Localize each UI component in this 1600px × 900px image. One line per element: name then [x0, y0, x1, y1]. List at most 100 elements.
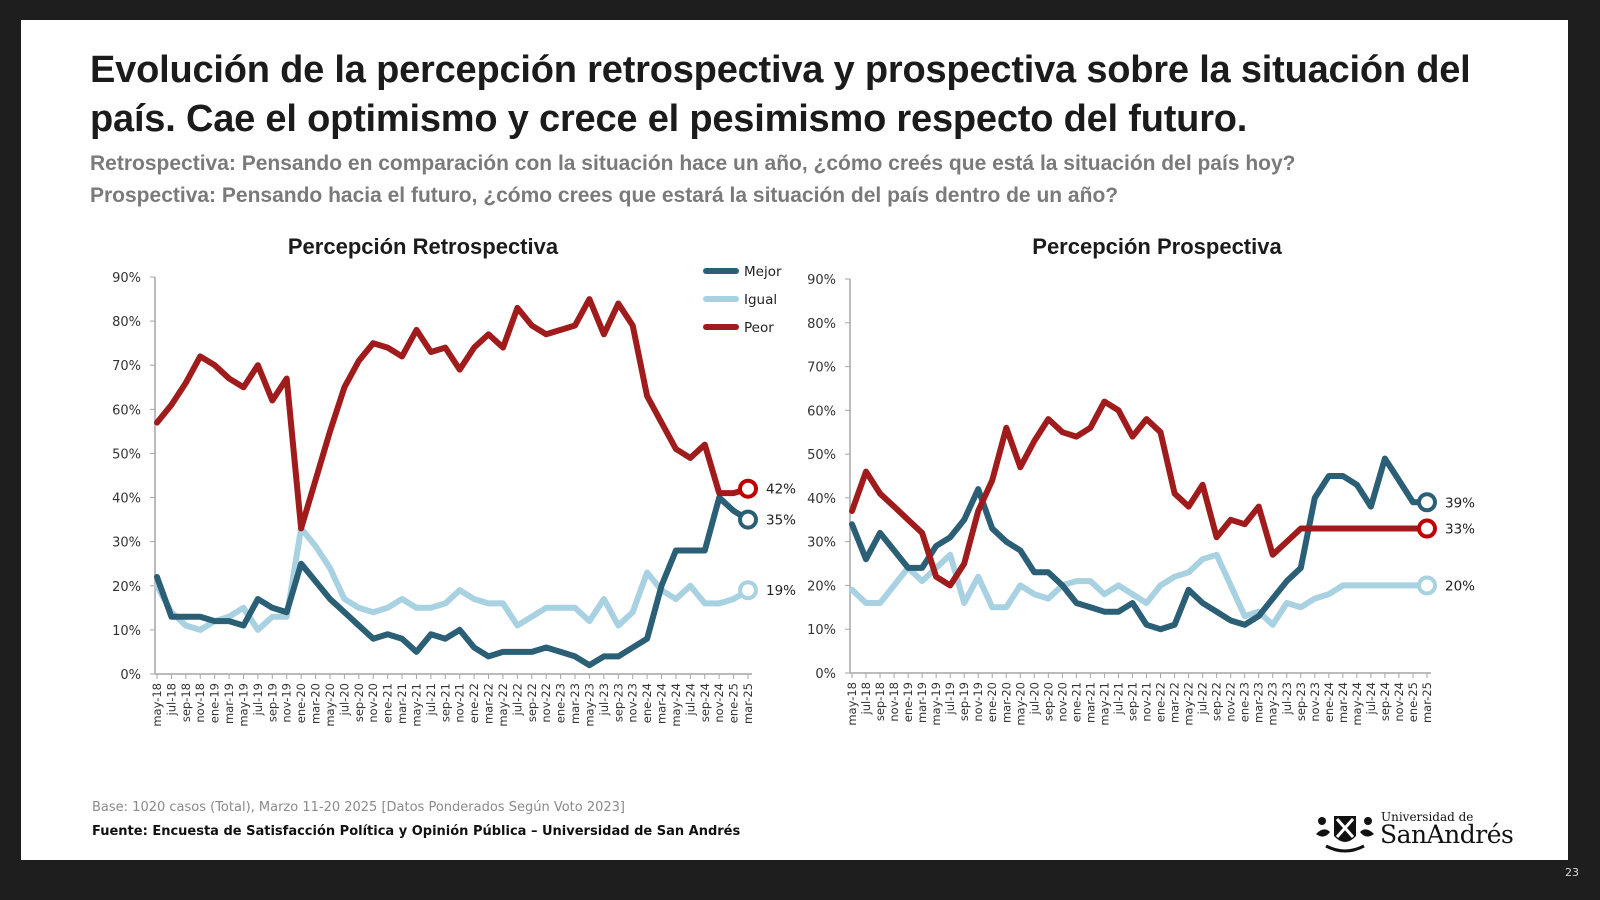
x-tick-label: ene-23 [554, 683, 568, 723]
y-tick-label: 30% [112, 536, 141, 551]
x-tick-label: nov-23 [626, 683, 640, 723]
y-tick-label: 50% [807, 448, 836, 463]
x-tick-label: ene-23 [1238, 682, 1252, 722]
x-tick-label: may-24 [1350, 682, 1364, 726]
logo-text-small: Universidad de [1381, 810, 1474, 824]
logo-text-big: SanAndrés [1380, 820, 1514, 849]
x-tick-label: mar-23 [1252, 682, 1266, 723]
x-tick-label: sep-21 [438, 683, 452, 722]
x-tick-label: nov-19 [280, 683, 294, 723]
x-tick-label: jul-23 [1280, 682, 1294, 715]
end-marker-igual [738, 580, 758, 601]
x-tick-label: nov-18 [887, 682, 901, 722]
x-tick-label: mar-24 [655, 683, 669, 724]
x-tick-label: mar-21 [1083, 682, 1097, 723]
y-tick-label: 60% [112, 403, 141, 418]
x-tick-label: mar-19 [915, 682, 929, 723]
end-label-peor: 33% [1445, 522, 1475, 538]
y-tick-label: 30% [807, 536, 836, 551]
x-tick-label: ene-24 [1322, 682, 1336, 722]
y-tick-label: 40% [807, 492, 836, 507]
charts-canvas: 0%10%20%30%40%50%60%70%80%90%may-18 jul-1… [112, 264, 1475, 727]
y-tick-label: 10% [807, 623, 836, 638]
x-tick-label: sep-18 [873, 682, 887, 721]
x-tick-label: may-19 [236, 683, 250, 727]
x-tick-label: sep-23 [611, 683, 625, 722]
x-tick-label: ene-21 [1069, 682, 1083, 722]
x-tick-label: ene-19 [208, 683, 222, 723]
x-tick-label: sep-20 [1041, 682, 1055, 721]
y-tick-label: 20% [807, 579, 836, 594]
slide-subtitle: Retrospectiva: Pensando en comparación c… [90, 148, 1530, 212]
x-tick-label: ene-25 [727, 683, 741, 723]
series-line-peor [154, 296, 751, 532]
legend-label-mejor: Mejor [744, 264, 782, 280]
x-tick-label: ene-24 [640, 683, 654, 723]
x-tick-label: sep-24 [698, 683, 712, 722]
x-tick-label: jul-21 [424, 683, 438, 716]
x-tick-label: may-24 [669, 683, 683, 727]
x-tick-label: ene-22 [467, 683, 481, 723]
x-tick-label: may-20 [323, 683, 337, 727]
x-tick-label: mar-24 [1336, 682, 1350, 723]
y-tick-label: 90% [112, 271, 141, 286]
end-marker-peor [738, 478, 758, 499]
x-tick-label: sep-22 [1210, 682, 1224, 721]
x-tick-label: jul-24 [683, 683, 697, 716]
x-tick-label: jul-18 [164, 683, 178, 716]
x-tick-label: ene-20 [985, 682, 999, 722]
x-tick-label: nov-21 [1140, 682, 1154, 722]
x-tick-label: nov-22 [1224, 682, 1238, 722]
x-tick-label: ene-20 [294, 683, 308, 723]
x-tick-label: jul-22 [510, 683, 524, 716]
x-tick-label: nov-20 [366, 683, 380, 723]
series-line-mejor [154, 494, 751, 669]
x-tick-label: sep-21 [1125, 682, 1139, 721]
x-tick-label: nov-24 [1392, 682, 1406, 722]
x-tick-label: jul-22 [1196, 682, 1210, 715]
x-tick-label: sep-20 [352, 683, 366, 722]
x-tick-label: may-21 [1097, 682, 1111, 726]
page-number: 23 [1565, 866, 1579, 879]
x-tick-label: mar-25 [1420, 682, 1434, 723]
y-tick-label: 0% [120, 668, 141, 683]
series-line-peor [849, 398, 1430, 589]
chart-retrospectiva: 0%10%20%30%40%50%60%70%80%90%may-18 jul-1… [112, 264, 796, 727]
x-tick-label: may-22 [1182, 682, 1196, 726]
x-tick-label: mar-19 [222, 683, 236, 724]
x-tick-label: jul-18 [859, 682, 873, 715]
x-tick-label: sep-23 [1294, 682, 1308, 721]
series-line-igual [154, 525, 751, 633]
x-tick-label: may-18 [150, 683, 164, 727]
end-label-mejor: 39% [1445, 495, 1475, 511]
end-label-mejor: 35% [766, 513, 796, 529]
subtitle-retrospectiva: Retrospectiva: Pensando en comparación c… [90, 152, 1296, 175]
y-tick-label: 80% [112, 315, 141, 330]
y-tick-label: 20% [112, 580, 141, 595]
x-tick-label: mar-25 [741, 683, 755, 724]
x-tick-label: may-19 [929, 682, 943, 726]
x-tick-label: sep-19 [957, 682, 971, 721]
x-tick-label: mar-22 [482, 683, 496, 724]
y-tick-label: 40% [112, 492, 141, 507]
y-tick-label: 50% [112, 447, 141, 462]
chart-prospectiva: 0%10%20%30%40%50%60%70%80%90%may-18 jul-1… [807, 273, 1475, 726]
x-tick-label: mar-22 [1168, 682, 1182, 723]
end-marker-peor [1417, 518, 1437, 539]
x-tick-label: nov-18 [193, 683, 207, 723]
x-tick-label: nov-22 [539, 683, 553, 723]
legend-label-peor: Peor [744, 320, 774, 336]
x-tick-label: may-23 [582, 683, 596, 727]
x-tick-label: ene-25 [1406, 682, 1420, 722]
x-tick-label: mar-20 [309, 683, 323, 724]
x-tick-label: jul-21 [1111, 682, 1125, 715]
x-tick-label: may-23 [1266, 682, 1280, 726]
y-tick-label: 70% [112, 359, 141, 374]
x-tick-label: sep-18 [179, 683, 193, 722]
x-tick-label: mar-20 [999, 682, 1013, 723]
x-tick-label: may-18 [845, 682, 859, 726]
x-tick-label: may-21 [409, 683, 423, 727]
series-line-mejor [849, 455, 1430, 633]
x-tick-label: mar-21 [395, 683, 409, 724]
y-tick-label: 60% [807, 404, 836, 419]
